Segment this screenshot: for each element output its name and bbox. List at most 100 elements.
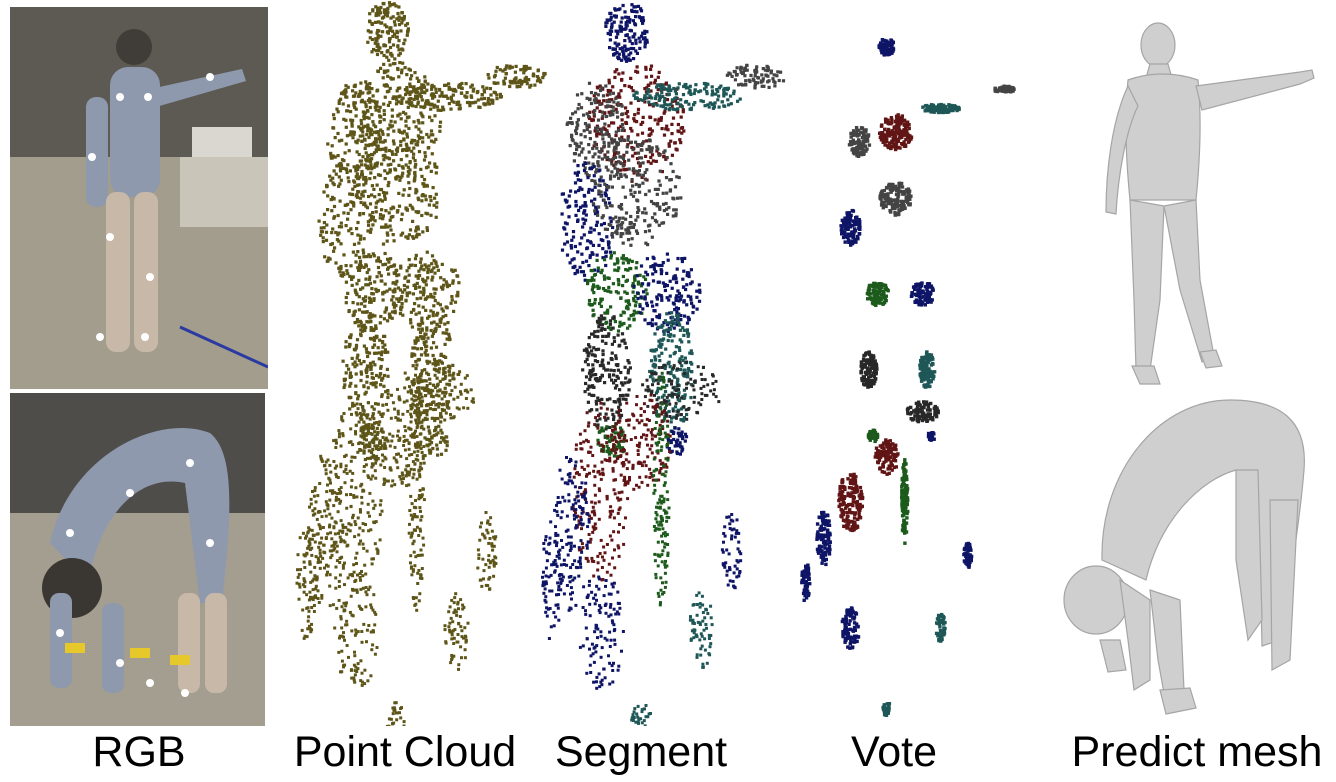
point [325,503,329,507]
point [650,129,654,133]
point [620,226,624,230]
point [433,416,437,421]
point [361,441,365,445]
point [490,543,494,547]
point [421,140,425,144]
point [401,96,405,100]
point [627,229,631,233]
point [326,570,329,574]
point [732,89,736,93]
point [624,217,628,221]
point [676,307,680,311]
point [357,263,362,267]
point [412,597,416,600]
point [373,444,377,448]
point [610,109,614,113]
point [595,134,599,138]
point [619,381,624,385]
point [375,259,380,263]
point [375,52,380,57]
point [619,172,623,176]
point [423,104,427,108]
point [634,69,638,73]
point [612,53,616,57]
point [677,408,681,412]
point [396,434,399,438]
point [652,379,656,383]
point [584,156,588,160]
point [374,108,378,112]
point [614,160,618,164]
point [661,202,666,206]
point [626,261,630,265]
point [420,194,424,198]
point [610,121,614,125]
point [355,402,359,406]
point [608,201,612,205]
point [347,180,351,184]
point [398,312,402,316]
point [410,453,414,456]
point [643,277,648,281]
point [374,520,378,524]
point [434,403,438,407]
point [578,265,582,269]
point [635,261,639,265]
point [383,455,387,459]
point [402,400,406,404]
point [352,570,356,574]
point [387,260,391,264]
point [648,147,652,151]
point [368,230,373,234]
point [660,351,664,355]
point [601,247,605,251]
point [424,394,428,398]
point [426,403,430,406]
point [635,120,639,124]
point [593,152,597,156]
point [415,608,419,612]
point [678,323,682,327]
point [373,195,377,199]
point [630,225,634,229]
point [418,465,422,469]
point [446,96,450,100]
point [356,176,360,180]
point [638,173,642,177]
point [369,166,373,170]
point [388,467,392,471]
point [354,260,358,264]
point [407,172,411,176]
point [344,125,348,129]
point [673,321,677,326]
point [330,537,334,541]
point [380,21,384,25]
point [374,49,378,53]
point [480,521,483,525]
point [346,104,351,108]
point [601,316,605,320]
point [401,18,405,22]
point [666,103,670,107]
point [368,316,372,320]
point [379,279,383,283]
point [413,462,417,466]
point [436,453,440,457]
point [619,413,624,417]
point [416,118,420,123]
point [423,342,427,346]
point [622,321,626,326]
point [586,363,590,367]
point [732,92,736,96]
point [415,297,419,301]
point [417,198,421,202]
point [698,288,702,292]
point [533,83,537,87]
point [418,380,422,384]
point [344,118,348,122]
point [486,100,490,104]
point [438,359,442,363]
point [645,139,649,143]
point [433,386,437,389]
point [638,302,642,307]
